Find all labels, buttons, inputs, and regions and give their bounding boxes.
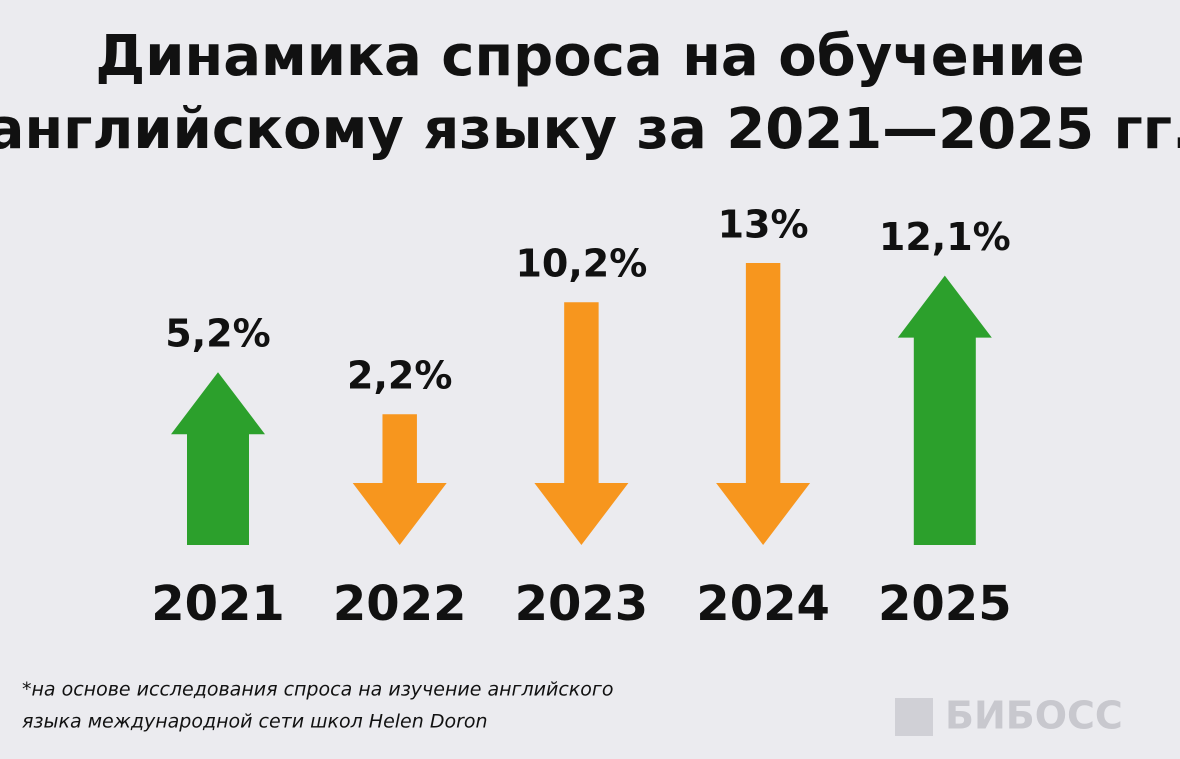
value-label: 12,1% (879, 215, 1011, 259)
x-tick-label: 2024 (696, 576, 830, 632)
watermark: БИБОСС (945, 694, 1123, 738)
logo-icon (895, 698, 933, 736)
x-tick-label: 2023 (515, 576, 649, 632)
footnote: языка международной сети школ Helen Doro… (22, 711, 488, 733)
x-tick-label: 2025 (878, 576, 1012, 632)
chart-title: английскому языку за 2021—2025 гг. (0, 97, 1180, 162)
arrow (534, 302, 629, 545)
value-label: 2,2% (347, 354, 452, 398)
x-tick-label: 2022 (333, 576, 467, 632)
arrow (897, 275, 992, 545)
footnote: *на основе исследования спроса на изучен… (22, 679, 614, 701)
x-tick-label: 2021 (151, 576, 285, 632)
arrow (352, 414, 447, 545)
value-label: 5,2% (165, 312, 270, 356)
arrow (716, 263, 811, 545)
value-label: 10,2% (515, 242, 647, 286)
chart-title: Динамика спроса на обучение (95, 24, 1084, 89)
value-label: 13% (718, 203, 809, 247)
arrow (171, 372, 265, 545)
